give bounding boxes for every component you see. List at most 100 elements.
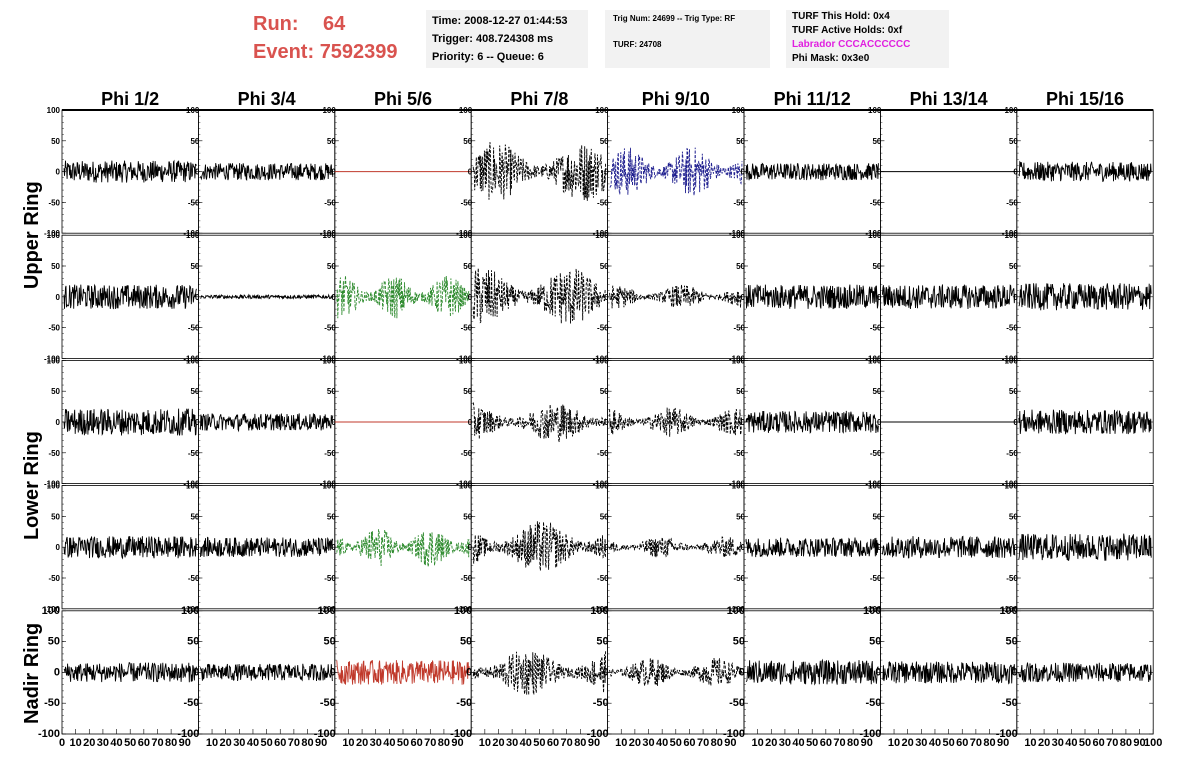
y-tick-label: 100 bbox=[732, 231, 746, 240]
y-tick-label: -50 bbox=[1006, 574, 1018, 583]
y-tick-label: 0 bbox=[330, 666, 336, 678]
x-tick-label: 60 bbox=[411, 737, 423, 749]
y-tick-label: 0 bbox=[1012, 666, 1018, 678]
y-tick-label: 0 bbox=[877, 168, 882, 177]
x-tick-label: 70 bbox=[697, 737, 709, 749]
waveform-trace bbox=[745, 537, 879, 558]
y-tick-label: -50 bbox=[870, 449, 882, 458]
y-tick-label: 50 bbox=[1009, 137, 1018, 146]
waveform-panel: 100 50 0 -50 -100 bbox=[1002, 356, 1154, 489]
y-tick-label: -100 bbox=[320, 605, 337, 614]
waveform-panel: 100 50 0 -50 -100 bbox=[44, 106, 199, 238]
y-tick-label: 0 bbox=[604, 293, 609, 302]
y-tick-label: 50 bbox=[872, 262, 881, 271]
waveform-panel: 100 50 0 -50 -100 bbox=[729, 231, 881, 363]
x-tick-label: 20 bbox=[629, 737, 641, 749]
x-tick-label: 90 bbox=[179, 737, 191, 749]
x-tick-label: 50 bbox=[1079, 737, 1091, 749]
waveform-trace bbox=[882, 661, 1016, 685]
y-tick-label: -100 bbox=[456, 229, 473, 238]
x-tick-label: 60 bbox=[138, 737, 150, 749]
x-tick-label: 40 bbox=[520, 737, 532, 749]
y-tick-label: 100 bbox=[595, 356, 609, 365]
y-tick-label: -50 bbox=[597, 574, 609, 583]
y-tick-label: 50 bbox=[324, 636, 336, 648]
y-tick-label: 50 bbox=[1009, 387, 1018, 396]
y-tick-label: -50 bbox=[461, 324, 473, 333]
y-tick-label: -100 bbox=[729, 605, 746, 614]
y-tick-label: 0 bbox=[468, 168, 473, 177]
y-tick-label: 50 bbox=[736, 387, 745, 396]
y-tick-label: -50 bbox=[324, 198, 336, 207]
y-tick-label: -100 bbox=[456, 480, 473, 489]
y-tick-label: 50 bbox=[600, 137, 609, 146]
y-tick-label: -100 bbox=[865, 480, 882, 489]
y-tick-label: 100 bbox=[47, 231, 61, 240]
x-tick-label: 10 bbox=[70, 737, 82, 749]
x-tick-label: 20 bbox=[83, 737, 95, 749]
x-tick-label: 60 bbox=[274, 737, 286, 749]
x-tick-label: 20 bbox=[765, 737, 777, 749]
run-value: 64 bbox=[323, 13, 346, 35]
panel-frame bbox=[607, 109, 745, 234]
waveform-panel: 100 50 0 -50 -100 bbox=[38, 605, 199, 740]
y-tick-label: 50 bbox=[736, 512, 745, 521]
turf-hold-line: TURF This Hold: 0x4 bbox=[792, 11, 890, 22]
y-tick-label: -100 bbox=[1002, 605, 1019, 614]
column-header: Phi 9/10 bbox=[642, 89, 710, 109]
x-tick-label: 90 bbox=[1133, 737, 1145, 749]
turf-line: TURF: 24708 bbox=[613, 40, 662, 49]
y-tick-label: -100 bbox=[44, 480, 61, 489]
x-tick-label: 50 bbox=[533, 737, 545, 749]
x-tick-label: 30 bbox=[97, 737, 109, 749]
y-tick-label: -50 bbox=[1006, 449, 1018, 458]
x-tick-label: 30 bbox=[233, 737, 245, 749]
waveform-panel: 100 50 0 -50 -100 bbox=[456, 106, 609, 238]
y-tick-label: 50 bbox=[733, 636, 745, 648]
y-tick-label: 0 bbox=[739, 666, 745, 678]
waveform-grid: Phi 1/2 Phi 3/4 Phi 5/6 Phi 7/8 Phi 9/10 Phi … bbox=[21, 89, 1162, 749]
y-tick-label: 0 bbox=[1013, 418, 1018, 427]
y-tick-label: -100 bbox=[177, 728, 199, 740]
y-tick-label: 100 bbox=[868, 231, 882, 240]
y-tick-label: -100 bbox=[1002, 229, 1019, 238]
x-tick-label: 90 bbox=[997, 737, 1009, 749]
y-tick-label: -100 bbox=[320, 354, 337, 363]
event-header: Run: 64 Event: 7592399 Time: 2008-12-27 0… bbox=[0, 0, 1196, 80]
x-tick-label: 80 bbox=[301, 737, 313, 749]
waveform-panel: 100 50 0 -50 -100 bbox=[1002, 482, 1154, 614]
y-tick-label: 100 bbox=[595, 482, 609, 491]
x-tick-label: 80 bbox=[165, 737, 177, 749]
waveform-panel: 100 50 0 -50 -100 bbox=[593, 356, 745, 489]
y-tick-label: 100 bbox=[317, 605, 335, 617]
waveform-trace bbox=[881, 535, 1016, 559]
x-tick-label: 50 bbox=[397, 737, 409, 749]
y-tick-label: 50 bbox=[187, 636, 199, 648]
waveform-trace bbox=[63, 408, 197, 436]
y-tick-label: -100 bbox=[38, 728, 60, 740]
y-tick-label: -100 bbox=[729, 480, 746, 489]
y-tick-label: 0 bbox=[331, 543, 336, 552]
y-tick-label: -50 bbox=[733, 198, 745, 207]
y-tick-label: 100 bbox=[459, 482, 473, 491]
turf-pane: TURF This Hold: 0x4 TURF Active Holds: 0… bbox=[786, 10, 949, 68]
waveform-panel: 100 50 0 -50 -100 bbox=[183, 106, 336, 238]
y-tick-label: -50 bbox=[461, 449, 473, 458]
y-tick-label: 50 bbox=[460, 636, 472, 648]
waveform-trace bbox=[472, 651, 607, 696]
y-tick-label: 0 bbox=[56, 168, 61, 177]
y-tick-label: 0 bbox=[604, 543, 609, 552]
y-tick-label: 50 bbox=[190, 262, 199, 271]
waveform-panel: 100 50 0 -50 -100 bbox=[450, 605, 609, 740]
y-tick-label: 100 bbox=[868, 356, 882, 365]
y-tick-label: 0 bbox=[1013, 543, 1018, 552]
x-tick-label: 10 bbox=[615, 737, 627, 749]
x-tick-label: 40 bbox=[383, 737, 395, 749]
y-tick-label: 50 bbox=[327, 387, 336, 396]
y-tick-label: 50 bbox=[463, 387, 472, 396]
waveform-trace bbox=[745, 410, 879, 434]
y-tick-label: 0 bbox=[877, 418, 882, 427]
y-tick-label: -50 bbox=[597, 198, 609, 207]
column-header: Phi 15/16 bbox=[1046, 89, 1124, 109]
waveform-trace bbox=[199, 663, 334, 682]
